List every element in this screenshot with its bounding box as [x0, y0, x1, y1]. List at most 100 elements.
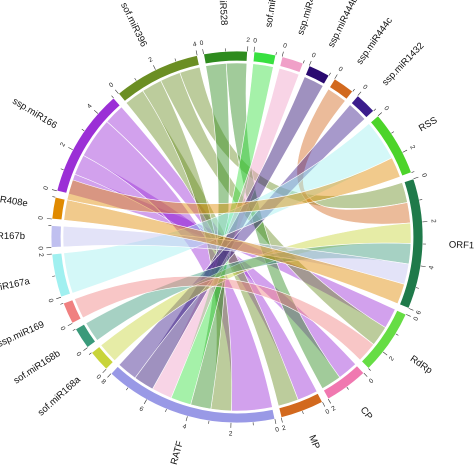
segment-arc-ssp-mir444b: [304, 65, 330, 85]
segment-label-ssp-mir169: ssp.miR169: [0, 319, 46, 350]
tick-mark-ssp-mir169-0: [67, 323, 73, 326]
segment-label-sof-mir167b: sof.miR167b: [0, 231, 25, 242]
segment-arc-ssp-mir444c: [328, 78, 354, 100]
tick-label-sof-mir396-0: 0: [108, 81, 116, 89]
tick-label-sof-mir168b-0: 0: [75, 351, 83, 358]
tick-mark-ssp-mir1432-1: [373, 108, 377, 112]
tick-mark-cp-2: [327, 398, 331, 404]
tick-mark-orf1-6: [408, 308, 414, 311]
tick-mark-rdrp-1: [395, 333, 399, 336]
tick-mark-ssp-mir166-2: [68, 147, 73, 150]
tick-mark-ratf-8: [107, 373, 112, 378]
tick-label-rdrp-0: 0: [412, 316, 420, 323]
tick-label-mp-0: 0: [324, 408, 331, 416]
segment-label-sof-mir168b: sof.miR168b: [12, 348, 63, 386]
tick-mark-sof-mir408e-1: [52, 196, 56, 198]
tick-mark-ratf-4: [185, 416, 188, 422]
tick-mark-rss-1: [391, 131, 395, 134]
tick-mark-sof-mir396-1: [134, 77, 137, 81]
segment-arc-sof-mir396: [117, 54, 200, 102]
tick-mark-mp-2: [280, 417, 283, 423]
segment-label-ssp-mir444a: ssp.miR444a: [295, 0, 322, 36]
segment-arc-sof-mir167b: [50, 225, 62, 248]
tick-label-ssp-mir528-2: 2: [246, 37, 250, 44]
tick-mark-ssp-mir444b-0: [309, 60, 312, 66]
tick-mark-orf1-0: [413, 176, 419, 179]
ribbons-layer: [62, 62, 412, 412]
segment-label-rdrp: RdRp: [408, 353, 434, 376]
tick-label-sof-mir167b-0: 0: [37, 246, 44, 250]
segment-arc-ssp-mir1432: [350, 95, 375, 119]
tick-mark-rdrp-0: [406, 314, 411, 317]
tick-mark-sof-mir396-0: [115, 89, 119, 94]
tick-mark-ssp-mir166-0: [51, 189, 57, 192]
segment-label-rss: RSS: [417, 115, 439, 134]
tick-label-orf1-6: 6: [415, 309, 423, 315]
tick-label-ssp-mir169-0: 0: [58, 325, 66, 332]
tick-mark-rss-0: [377, 112, 383, 116]
tick-label-ratf-2: 2: [229, 431, 233, 438]
tick-label-sof-mir168a-0: 0: [95, 373, 103, 381]
tick-label-rss-2: 2: [408, 144, 416, 151]
tick-mark-rss-3: [411, 171, 415, 173]
tick-mark-ssp-mir166-3: [81, 128, 85, 132]
tick-mark-sof-mir396-4: [195, 50, 198, 56]
segment-label-sof-mir396: sof.miR396: [118, 1, 149, 49]
tick-mark-sof-mir168a-0: [102, 369, 107, 373]
tick-label-orf1-2: 2: [429, 219, 436, 224]
segment-arc-ssp-mir166: [56, 97, 121, 194]
tick-mark-ratf-5: [165, 409, 167, 413]
tick-label-ssp-mir166-2: 2: [59, 141, 67, 148]
tick-label-mp-2: 2: [281, 425, 287, 433]
tick-mark-ssp-mir1432-0: [357, 91, 362, 96]
segment-arc-orf1: [398, 178, 424, 309]
tick-mark-sof-mir168a-1: [88, 352, 92, 355]
tick-mark-orf1-4: [420, 265, 426, 268]
segment-label-ssp-mir166: ssp.miR166: [10, 96, 59, 132]
tick-mark-ssp-mir166-5: [111, 95, 114, 99]
segment-arc-sof-mir159e: [252, 51, 277, 66]
tick-mark-sof-mir167a-1: [52, 275, 56, 277]
tick-mark-ssp-mir444c-1: [352, 88, 355, 92]
tick-mark-sof-mir159e-1: [275, 52, 277, 56]
segment-arc-ssp-mir169: [62, 299, 82, 324]
tick-mark-ssp-mir166-1: [60, 168, 64, 171]
segment-label-ssp-mir444b: ssp.miR444b: [326, 0, 360, 49]
tick-mark-ratf-7: [125, 387, 129, 391]
segment-arc-sof-mir408e: [51, 196, 66, 221]
tick-mark-ratf-6: [143, 399, 147, 405]
segment-arc-ssp-mir528: [203, 50, 248, 65]
tick-label-orf1-4: 4: [428, 265, 436, 270]
tick-mark-sof-mir168b-0: [83, 347, 88, 351]
ribbon-ssp-mir166-to-rdrp: [68, 173, 396, 329]
segment-arc-ssp-mir444a: [279, 56, 304, 74]
ribbon-sof-mir408e-to-orf1: [63, 199, 405, 305]
segment-label-sof-mir159e: sof.miR159e: [263, 0, 282, 28]
ribbon-ssp-mir166-to-cp: [74, 154, 357, 378]
tick-mark-sof-mir396-2: [153, 65, 156, 70]
tick-mark-rdrp-2: [383, 351, 388, 356]
tick-mark-rdrp-3: [368, 368, 371, 371]
tick-label-sof-mir408e-0: 0: [37, 215, 44, 220]
tick-label-ratf-4: 4: [182, 423, 188, 431]
ribbon-sof-mir408e-to-rss: [66, 157, 401, 215]
ribbon-sof-mir167a-to-rss: [63, 123, 393, 294]
segment-label-sof-mir408e: sof.miR408e: [0, 190, 28, 209]
tick-label-ssp-mir444b-0: 0: [310, 52, 316, 60]
tick-label-ratf-6: 6: [138, 405, 145, 413]
tick-label-sof-mir396-4: 4: [192, 41, 197, 49]
tick-mark-orf1-1: [419, 199, 423, 201]
tick-label-cp-0: 0: [368, 377, 376, 385]
tick-mark-sof-mir168b-1: [72, 328, 76, 331]
segment-arc-rdrp: [360, 309, 407, 370]
tick-mark-mp-1: [302, 411, 304, 415]
ribbon-ssp-mir169-to-rdrp: [74, 276, 375, 361]
tick-mark-mp-0: [322, 402, 326, 407]
tick-label-rss-0: 0: [382, 105, 390, 113]
segment-label-ssp-mir528: ssp.miR528: [215, 0, 229, 26]
segment-arc-ratf: [110, 365, 276, 424]
ribbon-ssp-mir1432-to-ratf: [118, 104, 366, 379]
tick-label-ssp-mir166-4: 4: [86, 102, 94, 110]
